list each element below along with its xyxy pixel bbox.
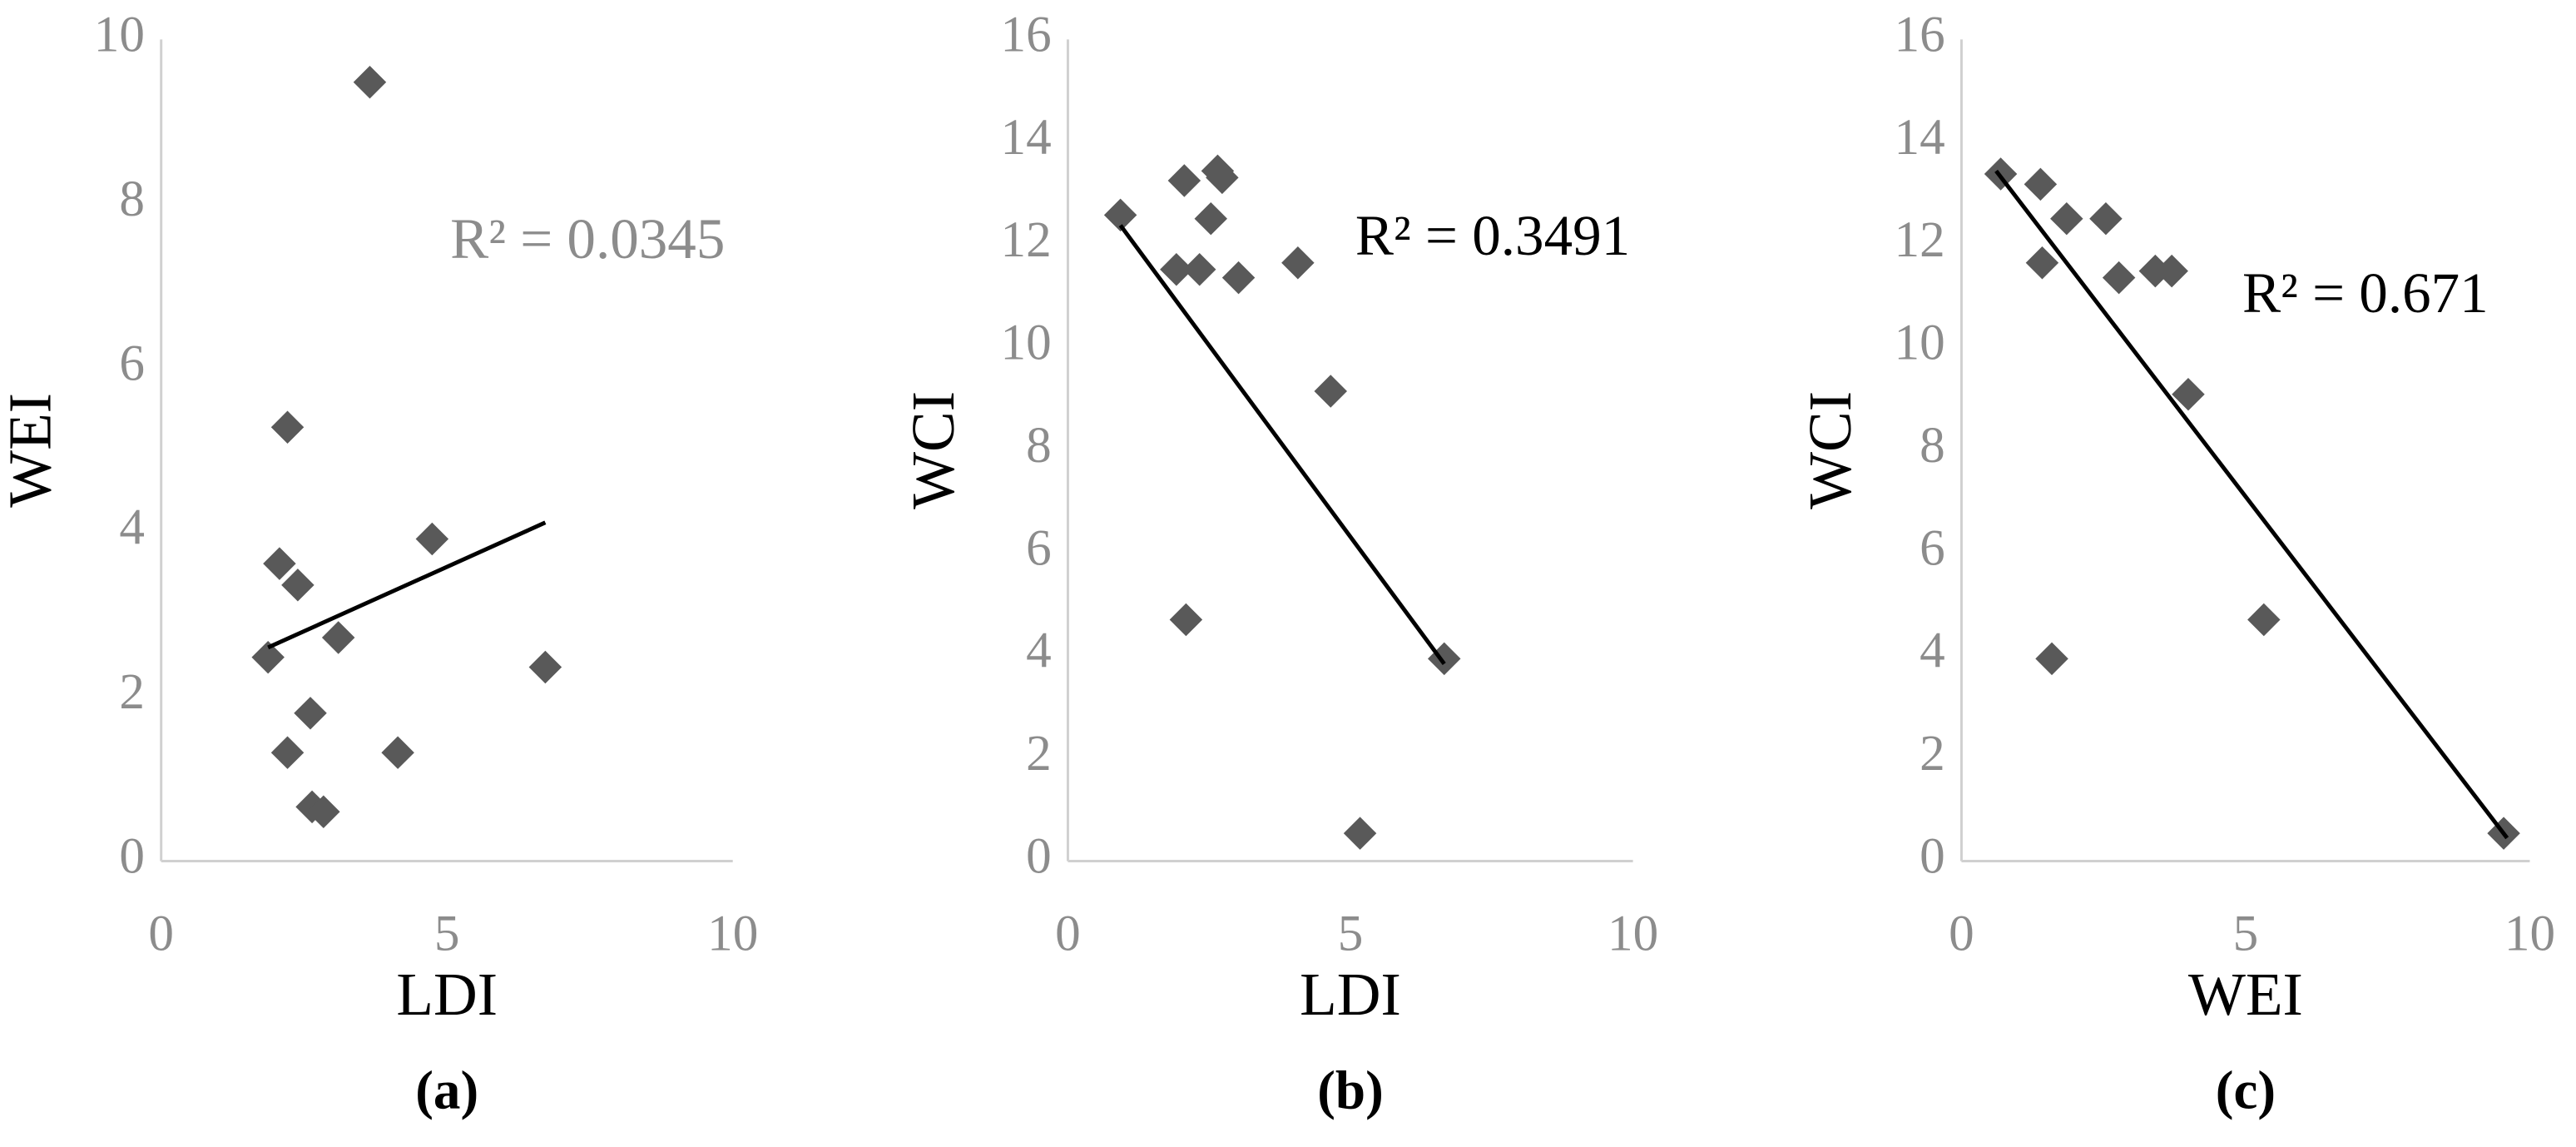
y-tick-label: 4: [1026, 623, 1052, 679]
point: [1343, 817, 1377, 850]
point: [353, 65, 387, 99]
point: [263, 547, 296, 580]
trendline: [1994, 169, 2509, 840]
point: [2050, 201, 2083, 236]
point: [381, 736, 414, 769]
y-tick-label: 8: [1026, 417, 1052, 474]
point: [1314, 375, 1347, 408]
point: [415, 522, 449, 556]
point: [1169, 603, 1203, 637]
x-tick-label: 0: [148, 905, 174, 961]
y-tick-label: 8: [1920, 417, 1945, 474]
point: [2035, 642, 2068, 676]
point: [2155, 254, 2188, 288]
point: [1221, 261, 1256, 295]
x-tick-label: 5: [1338, 905, 1364, 961]
x-tick-label: 10: [2504, 905, 2555, 961]
x-tick-label: 10: [707, 905, 758, 961]
point: [2089, 201, 2123, 236]
point: [1103, 198, 1137, 232]
x-axis-title: LDI: [396, 961, 498, 1028]
x-axis-title: WEI: [2188, 961, 2303, 1028]
point: [2247, 603, 2281, 637]
point: [1281, 246, 1315, 280]
y-tick-label: 12: [1894, 211, 1944, 268]
point: [1167, 164, 1201, 197]
y-tick-label: 14: [1001, 109, 1052, 166]
y-tick-label: 16: [1894, 6, 1944, 62]
point: [2172, 377, 2205, 411]
y-tick-label: 0: [1920, 828, 1945, 885]
x-tick-label: 0: [1055, 905, 1081, 961]
y-tick-label: 14: [1894, 109, 1944, 166]
y-tick-label: 6: [1026, 519, 1052, 576]
x-tick-label: 10: [1608, 905, 1658, 961]
point: [2025, 246, 2059, 280]
y-tick-label: 16: [1001, 6, 1052, 62]
x-axis-title: LDI: [1300, 961, 1401, 1028]
y-tick-label: 4: [1920, 623, 1945, 679]
trendline: [1118, 224, 1446, 666]
y-tick-label: 0: [1026, 828, 1052, 885]
y-axis-title: WCI: [1796, 391, 1864, 509]
r-squared: R² = 0.671: [2242, 261, 2489, 325]
point: [1182, 253, 1216, 286]
y-tick-label: 6: [1920, 519, 1945, 576]
panel-label: (a): [415, 1061, 478, 1121]
point: [321, 621, 355, 654]
y-tick-label: 2: [1026, 725, 1052, 782]
point: [1194, 201, 1228, 236]
point: [528, 650, 562, 684]
y-tick-label: 4: [119, 499, 145, 556]
point: [2138, 254, 2172, 288]
point: [270, 410, 305, 444]
point: [270, 736, 305, 769]
point: [2024, 167, 2058, 201]
point: [281, 569, 315, 602]
y-tick-label: 0: [119, 828, 145, 885]
point: [2102, 261, 2136, 295]
r-squared: R² = 0.3491: [1355, 203, 1630, 267]
y-tick-label: 8: [119, 171, 145, 227]
r-squared: R² = 0.0345: [450, 206, 725, 271]
point: [1206, 161, 1239, 195]
x-tick-label: 5: [2233, 905, 2259, 961]
panel-label: (b): [1317, 1061, 1384, 1121]
y-tick-label: 10: [1001, 315, 1052, 371]
x-tick-label: 5: [434, 905, 460, 961]
panel-label: (c): [2216, 1061, 2276, 1121]
y-axis-title: WEI: [0, 393, 63, 508]
point: [294, 697, 327, 730]
y-tick-label: 2: [119, 663, 145, 720]
y-axis-title: WCI: [899, 391, 967, 509]
point: [1160, 253, 1193, 286]
y-tick-label: 2: [1920, 725, 1945, 782]
x-tick-label: 0: [1949, 905, 1974, 961]
y-tick-label: 6: [119, 335, 145, 391]
y-tick-label: 12: [1001, 211, 1052, 268]
y-tick-label: 10: [1894, 315, 1944, 371]
trendline: [267, 520, 547, 650]
y-tick-label: 10: [94, 6, 145, 62]
